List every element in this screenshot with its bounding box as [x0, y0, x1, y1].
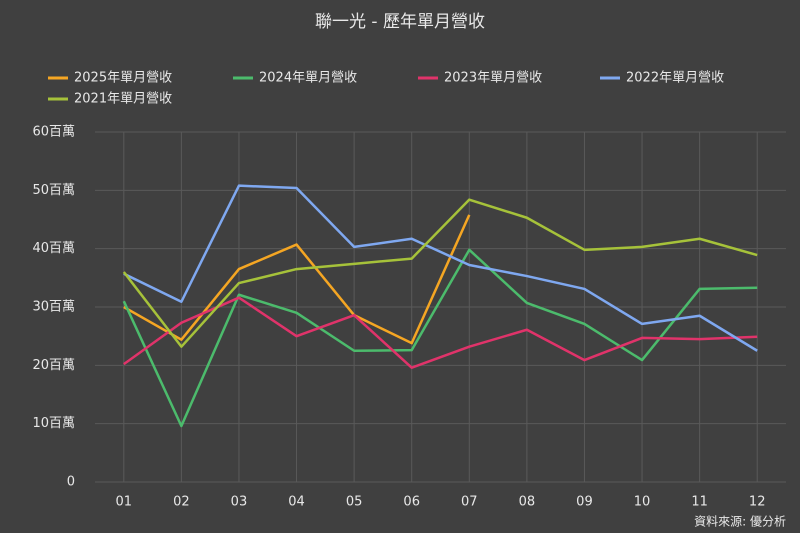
x-tick-label: 01	[116, 495, 133, 510]
x-tick-label: 10	[634, 495, 651, 510]
y-tick-label: 0	[67, 475, 75, 490]
legend-label: 2023年單月營收	[444, 71, 542, 86]
x-tick-label: 06	[403, 495, 420, 510]
series-line	[122, 198, 758, 348]
x-tick-label: 12	[749, 495, 766, 510]
x-tick-label: 04	[288, 495, 305, 510]
x-tick-label: 07	[461, 495, 478, 510]
x-tick-label: 03	[231, 495, 248, 510]
series-line	[123, 184, 758, 352]
y-tick-label: 30百萬	[32, 300, 75, 315]
x-tick-label: 11	[691, 495, 708, 510]
legend-label: 2025年單月營收	[74, 71, 172, 86]
y-tick-label: 60百萬	[32, 125, 75, 140]
y-tick-label: 10百萬	[32, 416, 75, 431]
series-line	[123, 296, 758, 369]
series-line	[123, 214, 471, 345]
chart-title: 聯一光 - 歷年單月營收	[315, 12, 485, 32]
legend-label: 2021年單月營收	[74, 92, 172, 107]
source-note: 資料來源: 優分析	[694, 515, 786, 529]
x-tick-label: 08	[519, 495, 536, 510]
legend-label: 2022年單月營收	[626, 71, 724, 86]
x-tick-label: 09	[576, 495, 593, 510]
series-line	[122, 248, 758, 428]
x-tick-label: 02	[173, 495, 190, 510]
y-tick-label: 40百萬	[32, 241, 75, 256]
x-tick-label: 05	[346, 495, 363, 510]
y-tick-label: 20百萬	[32, 358, 75, 373]
y-tick-label: 50百萬	[32, 183, 75, 198]
legend-label: 2024年單月營收	[259, 71, 357, 86]
